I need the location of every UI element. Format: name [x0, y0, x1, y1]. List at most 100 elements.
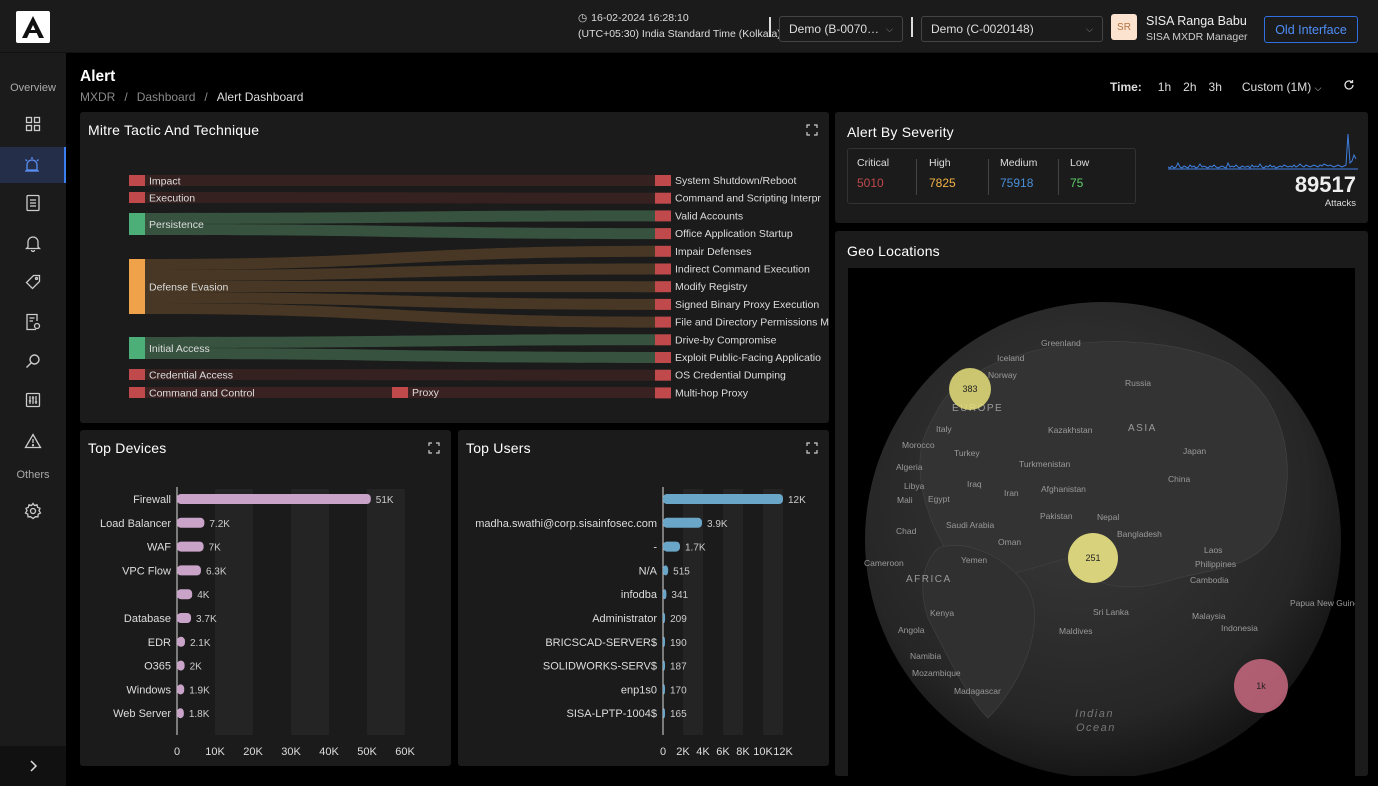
- map-label: Ocean: [1076, 722, 1116, 734]
- breadcrumb-item-dashboard[interactable]: Dashboard: [136, 90, 196, 104]
- bar: [177, 613, 192, 623]
- category-label: Database: [124, 613, 171, 625]
- time-button-3h[interactable]: 3h: [1208, 79, 1222, 94]
- data-label: 209: [670, 614, 687, 625]
- map-label: Papua New Guinea: [1290, 598, 1355, 608]
- technique-node: [655, 298, 671, 310]
- map-label: Greenland: [1041, 338, 1081, 348]
- data-label: 2.1K: [190, 638, 211, 649]
- time-custom-value: Custom (1M): [1241, 79, 1312, 94]
- map-label: Iran: [1004, 488, 1019, 498]
- time-button-1h[interactable]: 1h: [1157, 79, 1172, 94]
- customer-select-value: Demo (C-0020148): [931, 22, 1034, 36]
- data-label: 1.9K: [189, 685, 210, 696]
- geo-cluster-marker: [1234, 659, 1288, 713]
- technique-node: [655, 228, 671, 240]
- sankey-link: [145, 334, 655, 348]
- geo-title: Geo Locations: [847, 243, 940, 259]
- top-devices-panel: Top Devices Firewall 51K Load Balancer 7.2K…: [80, 430, 451, 766]
- attack-total-label: Attacks: [1324, 198, 1356, 209]
- data-label: 7K: [209, 543, 222, 554]
- category-label: WAF: [147, 542, 171, 554]
- sidebar-item-tags[interactable]: [0, 264, 66, 300]
- technique-node: [392, 387, 408, 398]
- avatar[interactable]: SR: [1111, 14, 1137, 40]
- sidebar-item-reports[interactable]: [0, 304, 66, 340]
- technique-node: [655, 245, 671, 257]
- severity-label: Medium: [1000, 157, 1038, 169]
- sidebar-expand-button[interactable]: [0, 746, 66, 786]
- sidebar-item-alerts[interactable]: [0, 147, 66, 183]
- category-label: N/A: [639, 565, 658, 577]
- app-logo[interactable]: [16, 11, 50, 43]
- page-title: Alert: [80, 68, 116, 85]
- technique-label: Command and Scripting Interpr: [675, 193, 821, 205]
- data-label: 187: [670, 662, 687, 673]
- expand-icon[interactable]: [806, 124, 818, 136]
- bar: [663, 517, 702, 528]
- map-label: Egypt: [928, 494, 950, 504]
- sidebar-item-documents[interactable]: [0, 185, 66, 221]
- sidebar-item-notifications[interactable]: [0, 225, 66, 261]
- data-label: 2K: [190, 662, 203, 673]
- expand-icon[interactable]: [806, 442, 818, 454]
- map-label: Kenya: [930, 608, 954, 618]
- sidebar-item-overview[interactable]: [0, 106, 66, 142]
- data-label: 51K: [376, 495, 394, 506]
- map-label: Iceland: [997, 353, 1025, 363]
- bar: [177, 708, 184, 719]
- map-label: Mali: [897, 495, 913, 505]
- top-bar: ◷ 16-02-2024 16:28:10 (UTC+05:30) India S…: [0, 0, 1378, 53]
- tactic-node: [129, 175, 145, 186]
- old-interface-button[interactable]: Old Interface: [1264, 16, 1358, 43]
- time-button-2h[interactable]: 2h: [1183, 79, 1197, 94]
- sidebar-item-incidents[interactable]: [0, 423, 66, 459]
- sidebar: Overview Others: [0, 53, 66, 786]
- refresh-button[interactable]: [1343, 79, 1355, 94]
- map-label: Chad: [896, 526, 917, 536]
- severity-title: Alert By Severity: [847, 124, 954, 140]
- sankey-link: [145, 245, 655, 270]
- breadcrumb-item-mxdr[interactable]: MXDR: [80, 90, 116, 104]
- tactic-node: [129, 192, 145, 203]
- expand-icon[interactable]: [428, 442, 440, 454]
- branch-select[interactable]: Demo (B-0070… ⌵: [779, 16, 903, 42]
- sankey-link: [145, 281, 655, 293]
- user-info[interactable]: SISA Ranga Babu SISA MXDR Manager: [1146, 13, 1248, 45]
- category-label: Windows: [126, 684, 171, 696]
- tactic-node: [129, 213, 145, 235]
- customer-select[interactable]: Demo (C-0020148) ⌵: [921, 16, 1103, 42]
- sankey-link: [145, 292, 655, 310]
- breadcrumb-item-current: Alert Dashboard: [216, 90, 304, 104]
- bar: [663, 708, 665, 719]
- map-label: Libya: [904, 481, 925, 491]
- sidebar-item-settings[interactable]: [0, 493, 66, 529]
- tick-label: 12K: [773, 746, 793, 758]
- map-label: Namibia: [910, 651, 941, 661]
- time-custom-select[interactable]: Custom (1M) ⌵: [1242, 80, 1322, 94]
- technique-label: System Shutdown/Reboot: [675, 175, 796, 187]
- tick-label: 0: [174, 746, 180, 758]
- sidebar-item-settings-sliders[interactable]: [0, 382, 66, 418]
- world-map[interactable]: GreenlandIcelandNorwayRussiaEUROPEItalyK…: [848, 268, 1355, 776]
- tick-label: 60K: [395, 746, 415, 758]
- map-label: Italy: [936, 424, 952, 434]
- tactic-label: Impact: [149, 176, 181, 188]
- map-label: Turkey: [954, 448, 980, 458]
- top-users-title: Top Users: [466, 440, 531, 456]
- bar: [663, 494, 783, 504]
- technique-label: File and Directory Permissions M: [675, 317, 829, 329]
- divider: [1058, 159, 1059, 195]
- category-label: SISA-LPTP-1004$: [567, 708, 658, 720]
- severity-critical: Critical 5010: [857, 157, 889, 190]
- sidebar-item-search[interactable]: [0, 343, 66, 379]
- tick-label: 30K: [281, 746, 301, 758]
- bar: [663, 636, 665, 647]
- map-label: Iraq: [967, 479, 982, 489]
- bar: [663, 660, 665, 671]
- tactic-node: [129, 369, 145, 380]
- grid-band: [683, 489, 703, 735]
- technique-label: Impair Defenses: [675, 246, 751, 258]
- technique-label: Proxy: [412, 387, 440, 399]
- bar: [663, 589, 667, 600]
